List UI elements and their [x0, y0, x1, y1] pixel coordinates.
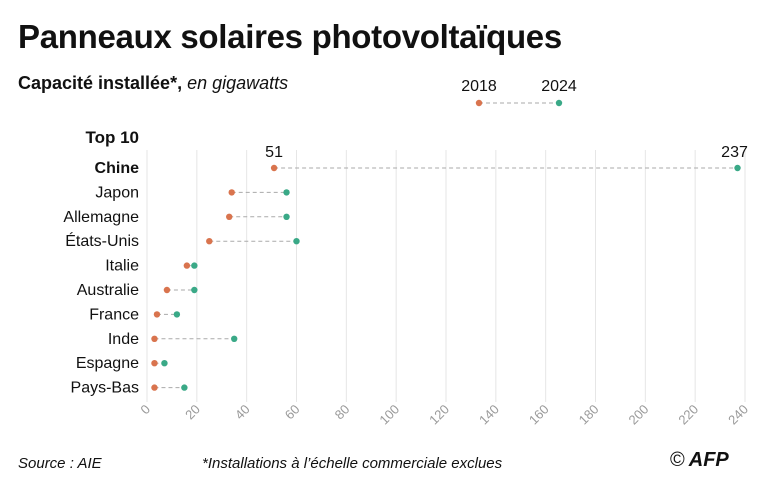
x-tick-label: 200 — [626, 402, 652, 428]
x-tick-label: 60 — [282, 402, 303, 423]
x-tick-label: 80 — [332, 402, 353, 423]
afp-logo: © AFP — [670, 449, 729, 472]
point-2018 — [151, 384, 158, 391]
subtitle-measure: Capacité installée*, — [18, 73, 183, 93]
x-tick-label: 180 — [576, 402, 602, 428]
group-label: Top 10 — [85, 128, 139, 147]
x-tick-label: 20 — [182, 402, 203, 423]
category-label: États-Unis — [65, 231, 139, 250]
category-label: Japon — [95, 184, 139, 201]
x-tick-label: 0 — [137, 402, 153, 418]
point-2018 — [163, 286, 171, 294]
x-tick-label: 160 — [526, 402, 552, 428]
point-2024 — [293, 238, 300, 245]
point-2024 — [191, 286, 198, 294]
point-2018 — [151, 360, 158, 367]
chart-title: Panneaux solaires photovoltaïques — [18, 18, 562, 55]
subtitle-unit: en gigawatts — [187, 73, 289, 93]
x-tick-label: 40 — [232, 402, 253, 423]
x-tick-label: 140 — [476, 402, 502, 428]
point-2024 — [283, 189, 290, 196]
category-label: Inde — [108, 331, 139, 348]
point-2018 — [206, 238, 213, 245]
category-label: Australie — [77, 282, 139, 299]
category-label: Pays-Bas — [71, 380, 139, 397]
chart-subtitle: Capacité installée*, en gigawatts — [18, 73, 288, 94]
x-tick-label: 120 — [426, 402, 452, 428]
point-2018 — [153, 311, 161, 318]
copyright-symbol: © — [670, 449, 685, 471]
legend-label-2024: 2024 — [541, 78, 577, 95]
value-label-2024: 237 — [721, 144, 748, 161]
x-tick-label: 220 — [675, 402, 701, 428]
point-2018 — [183, 262, 191, 269]
x-tick-label: 100 — [376, 402, 402, 428]
point-2018 — [151, 335, 158, 342]
legend-dot-2024 — [555, 99, 563, 107]
category-label: Chine — [95, 160, 140, 177]
source-note: Source : AIE — [18, 455, 102, 472]
point-2024 — [161, 360, 168, 367]
afp-logo-text: AFP — [688, 449, 729, 471]
point-2024 — [283, 213, 290, 220]
legend-label-2018: 2018 — [461, 78, 497, 95]
x-tick-label: 240 — [725, 402, 751, 428]
category-label: Espagne — [76, 355, 139, 372]
footnote: *Installations à l’échelle commerciale e… — [202, 455, 503, 472]
point-2024 — [181, 384, 188, 391]
point-2024 — [231, 335, 238, 342]
point-2018 — [228, 189, 235, 196]
point-2024 — [734, 164, 741, 172]
legend-dot-2018 — [475, 99, 483, 107]
point-2024 — [191, 262, 198, 269]
category-label: Italie — [105, 258, 139, 275]
point-2018 — [270, 164, 278, 172]
category-label: Allemagne — [63, 209, 139, 226]
point-2024 — [173, 311, 181, 318]
category-label: France — [89, 306, 139, 323]
point-2018 — [226, 213, 233, 220]
value-label-2018: 51 — [265, 144, 283, 161]
